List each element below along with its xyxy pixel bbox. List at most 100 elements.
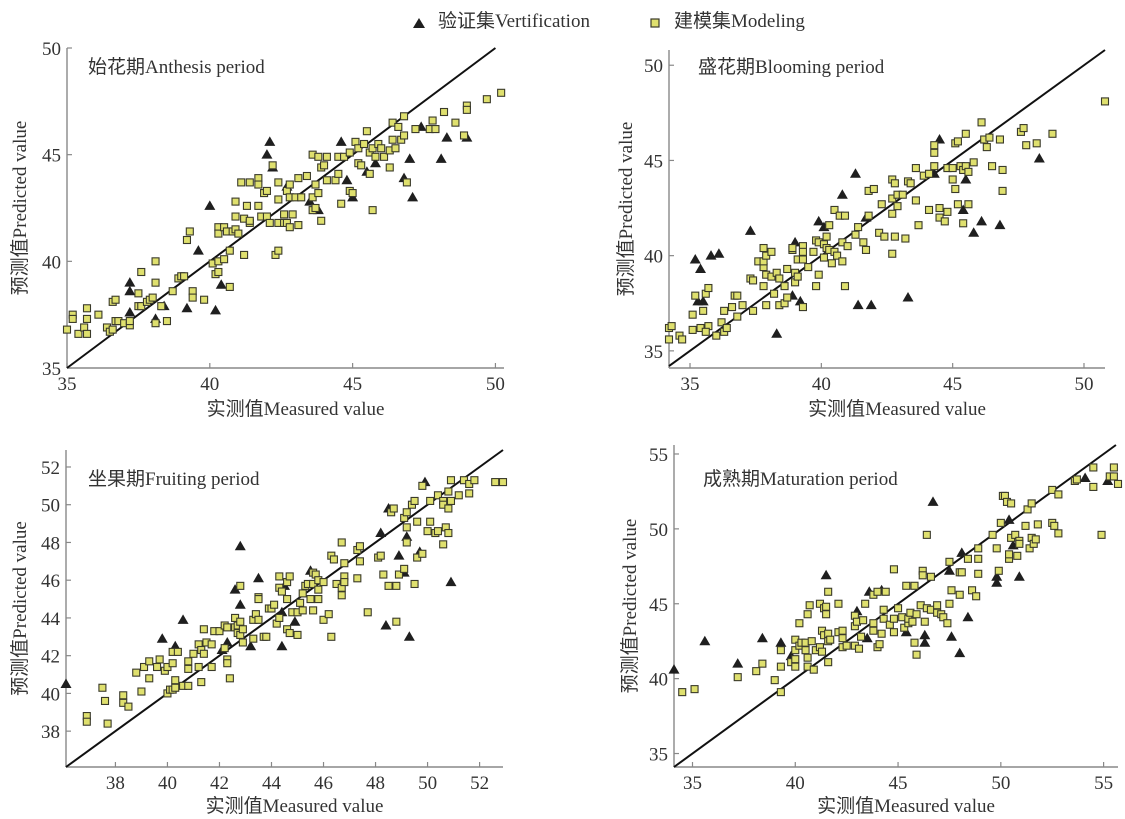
modeling-point [270,600,279,609]
x-tick-label: 42 [210,773,229,794]
modeling-point [274,195,283,204]
modeling-point [881,587,890,596]
modeling-point [889,614,898,623]
modeling-point [462,105,471,114]
modeling-point [1109,463,1118,472]
verification-point [252,572,264,583]
verification-point [403,631,415,641]
modeling-point [294,221,303,230]
modeling-point [814,270,823,279]
x-tick-label: 52 [470,773,489,794]
verification-point [946,631,957,641]
modeling-point [717,318,726,327]
modeling-point [137,687,146,696]
panel-2: 35 40 45 50 35 40 45 50 盛花期Blooming period 实测值Mea… [615,49,1110,420]
modeling-point [791,646,800,655]
verification-point [934,133,946,144]
modeling-point [770,676,779,685]
modeling-point [82,304,92,313]
verification-point [177,614,189,624]
modeling-point [470,476,479,485]
verification-point [380,619,392,630]
modeling-point [94,310,103,319]
modeling-point [145,657,154,666]
modeling-point [955,590,964,599]
modeling-point [1032,139,1041,148]
modeling-point [418,481,427,490]
modeling-point [298,606,307,615]
modeling-point [678,335,687,344]
modeling-point [776,662,785,671]
modeling-point [1097,530,1106,539]
modeling-point [376,551,385,560]
modeling-point [151,319,160,328]
modeling-point [924,205,934,215]
modeling-point [124,702,133,711]
modeling-point [720,306,729,315]
modeling-point [1054,529,1063,538]
modeling-point [888,209,897,218]
modeling-point [1048,485,1057,494]
modeling-point [355,542,364,551]
modeling-point [280,210,289,219]
modeling-point [805,601,814,610]
modeling-point [910,581,919,590]
modeling-point [322,176,331,185]
verification-point [756,632,768,643]
modeling-point [319,578,328,587]
modeling-point [444,487,453,496]
modeling-point [776,646,785,655]
panel-1: 35 40 45 50 35 40 45 50 始花期Anthesis period 实测值Mea… [9,39,506,420]
modeling-point [974,544,983,553]
modeling-point [1015,539,1024,548]
modeling-series [678,463,1123,697]
modeling-point [188,293,197,302]
modeling-point [308,193,317,202]
modeling-point [926,572,935,581]
modeling-point [902,581,911,590]
modeling-point [825,221,834,230]
verification-point [927,496,939,506]
modeling-point [869,626,878,635]
modeling-point [340,559,349,568]
modeling-point [236,581,245,590]
modeling-point [977,118,986,127]
verification-point [919,629,931,640]
modeling-point [691,291,700,300]
modeling-point [798,247,808,256]
modeling-point [995,135,1004,144]
modeling-point [324,610,333,619]
panel-4: 35 40 45 50 55 35 40 45 50 55 成熟期Maturation period… [619,444,1123,817]
modeling-point [497,88,506,97]
modeling-point [394,570,404,579]
modeling-point [98,683,107,692]
modeling-point [459,131,469,140]
modeling-point [189,649,198,658]
modeling-point [888,249,897,258]
modeling-point [1013,551,1022,560]
modeling-point [482,95,491,104]
y-tick-label: 35 [644,342,663,363]
modeling-point [274,246,283,255]
modeling-point [824,587,833,596]
modeling-point [780,282,789,291]
modeling-point [793,272,802,281]
modeling-point [914,221,923,230]
modeling-point [767,247,776,256]
legend-item-modeling[interactable]: 建模集Modeling [648,6,805,33]
modeling-point [465,489,474,498]
y-tick-label: 50 [644,56,663,77]
verification-point [215,279,227,289]
verification-point [968,227,980,237]
modeling-point [770,289,779,298]
legend-item-verification[interactable]: 验证集Vertification [412,6,590,33]
modeling-point [807,637,816,646]
verification-point [60,678,72,688]
y-tick-label: 42 [41,647,60,668]
modeling-point [822,232,831,241]
verification-point [697,295,709,306]
modeling-point [103,719,112,728]
modeling-point [1023,505,1032,514]
modeling-point [817,647,827,656]
x-tick-label: 38 [106,773,125,794]
